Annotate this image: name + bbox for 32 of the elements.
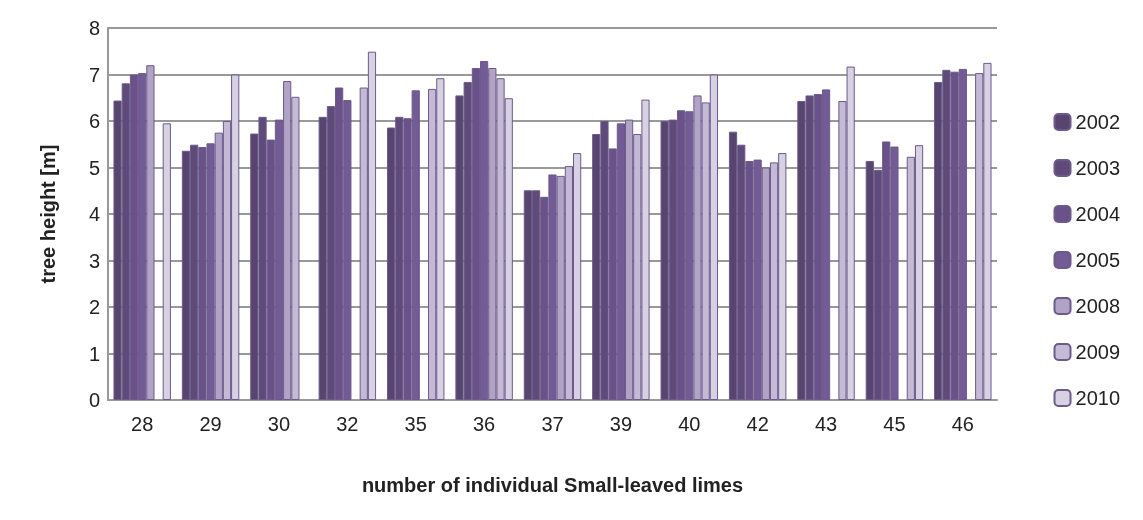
x-tick-label: 36 xyxy=(472,413,496,435)
x-axis-title: number of individual Small-leaved limes xyxy=(361,474,744,496)
legend-label: 2008 xyxy=(1075,295,1121,317)
y-tick-label: 1 xyxy=(88,342,100,365)
x-tick-label: 46 xyxy=(951,413,974,435)
bar xyxy=(162,123,171,400)
x-tick-label: 35 xyxy=(404,413,427,435)
y-tick-label: 6 xyxy=(88,110,100,132)
y-tick-label: 5 xyxy=(88,156,100,179)
x-tick-label: 45 xyxy=(883,413,906,435)
legend-label: 2003 xyxy=(1075,157,1121,179)
y-tick-label: 3 xyxy=(88,249,100,272)
y-tick-label: 0 xyxy=(88,389,100,411)
x-tick-label: 29 xyxy=(199,413,222,435)
x-tick-label: 37 xyxy=(541,413,564,435)
x-tick-label: 39 xyxy=(609,413,633,435)
y-tick-label: 4 xyxy=(88,203,100,225)
legend-label: 2004 xyxy=(1075,203,1121,225)
y-tick-label: 7 xyxy=(88,63,100,86)
y-tick-label: 2 xyxy=(88,296,100,318)
y-tick-label: 8 xyxy=(88,17,100,39)
x-tick-label: 30 xyxy=(267,413,291,435)
y-axis-title: tree height [m] xyxy=(37,144,59,284)
x-tick-label: 28 xyxy=(131,413,154,435)
legend-label: 2005 xyxy=(1075,249,1121,271)
x-tick-label: 43 xyxy=(814,413,838,435)
legend-label: 2010 xyxy=(1075,387,1121,409)
legend-label: 2002 xyxy=(1075,111,1121,133)
legend-label: 2009 xyxy=(1075,341,1121,363)
x-tick-label: 40 xyxy=(678,413,701,435)
x-tick-label: 32 xyxy=(336,413,359,435)
x-tick-label: 42 xyxy=(746,413,769,435)
